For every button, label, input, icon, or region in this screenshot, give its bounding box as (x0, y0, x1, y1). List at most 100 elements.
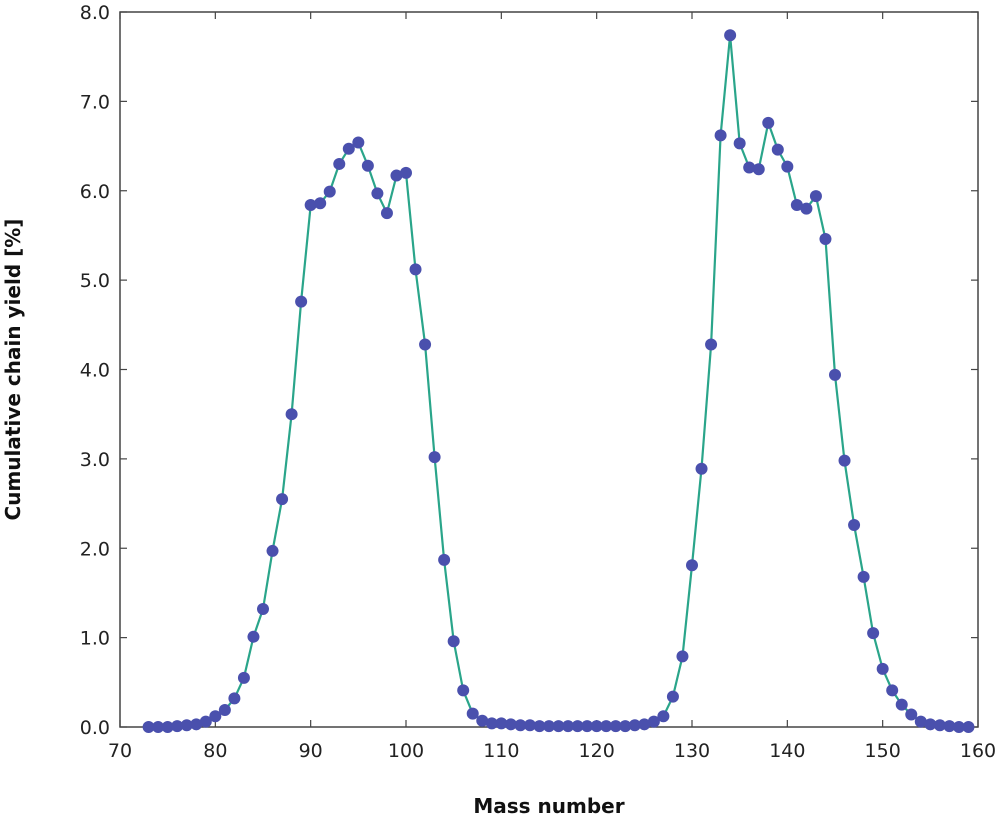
data-point (180, 719, 193, 732)
data-point (571, 720, 584, 733)
data-point (638, 718, 651, 731)
data-point (352, 136, 365, 149)
data-point (590, 720, 603, 733)
data-point (714, 129, 727, 142)
data-point (743, 161, 756, 174)
plot-area: 70 80 90 100 110 120 130 140 150 160 0.0 1.0 2.0 3.0 4… (80, 2, 996, 762)
data-point (686, 559, 698, 572)
data-point (809, 190, 822, 203)
data-point (390, 169, 403, 182)
data-point (924, 718, 937, 731)
data-point (552, 720, 565, 733)
x-axis-title: Mass number (473, 794, 624, 818)
data-point (323, 185, 336, 198)
data-point (466, 707, 479, 720)
data-point (285, 408, 298, 421)
data-point (829, 368, 841, 381)
data-point (876, 662, 889, 675)
data-point (523, 719, 536, 732)
data-point (848, 519, 861, 532)
data-point (838, 454, 851, 467)
data-point (867, 627, 880, 640)
data-point (190, 718, 203, 731)
data-point (295, 295, 308, 308)
data-point (676, 650, 689, 663)
data-point (161, 721, 174, 733)
data-point (857, 570, 870, 583)
data-point (504, 718, 517, 731)
data-point (447, 635, 460, 648)
data-point (371, 187, 384, 200)
data-point (762, 116, 775, 129)
y-axis-title: Cumulative chain yield [%] (1, 219, 25, 521)
data-point (171, 720, 184, 733)
data-point (952, 721, 965, 733)
data-point (657, 710, 670, 723)
x-tick-label: 160 (960, 740, 996, 762)
data-point (543, 720, 555, 733)
data-point (266, 544, 279, 557)
data-point (218, 704, 231, 717)
plot-frame (119, 11, 979, 728)
data-point (895, 698, 908, 711)
data-point (943, 720, 956, 733)
x-tick-label: 90 (299, 740, 323, 762)
y-tick-label: 6.0 (80, 181, 110, 203)
data-point (276, 493, 289, 506)
x-tick-label: 130 (674, 740, 710, 762)
data-point (609, 720, 622, 733)
y-tick-label: 2.0 (80, 538, 110, 560)
data-point (409, 263, 422, 276)
data-point (771, 143, 784, 156)
y-tick-label: 3.0 (80, 449, 110, 471)
data-point (933, 719, 946, 732)
data-point (428, 451, 441, 464)
data-point (628, 719, 641, 732)
data-point (438, 553, 451, 566)
data-point (314, 197, 327, 210)
data-point (905, 708, 918, 721)
data-point (800, 202, 813, 215)
data-point (142, 721, 155, 733)
x-tick-label: 70 (108, 740, 132, 762)
x-tick-label: 80 (203, 740, 227, 762)
x-tick-label: 110 (483, 740, 519, 762)
data-point (476, 714, 489, 727)
y-tick-label: 5.0 (80, 270, 110, 292)
data-point (342, 142, 355, 155)
data-point (581, 720, 594, 733)
data-point (562, 720, 575, 733)
data-point (533, 720, 546, 733)
y-tick-label: 8.0 (80, 2, 110, 24)
data-point (419, 338, 432, 351)
data-point (400, 166, 412, 179)
y-tick-label: 0.0 (80, 717, 110, 739)
data-point (304, 199, 317, 212)
data-point (962, 721, 975, 733)
y-tick-label: 1.0 (80, 628, 110, 650)
data-point (247, 630, 260, 643)
data-point (724, 29, 737, 42)
data-point (485, 717, 498, 730)
x-tick-label: 120 (579, 740, 615, 762)
data-point (495, 717, 508, 730)
y-tick-label: 4.0 (80, 360, 110, 382)
data-point (886, 684, 899, 697)
data-point (514, 719, 527, 732)
data-point (666, 690, 679, 703)
data-point (914, 715, 927, 728)
data-point (152, 721, 165, 733)
data-point (199, 715, 212, 728)
x-tick-label: 140 (769, 740, 805, 762)
data-point (600, 720, 613, 733)
data-point (752, 163, 765, 176)
data-point (647, 715, 660, 728)
data-point (237, 671, 250, 684)
x-tick-label: 100 (388, 740, 424, 762)
data-point (257, 603, 269, 616)
data-point (781, 160, 794, 173)
x-tick-label: 150 (865, 740, 901, 762)
data-point (209, 710, 222, 723)
data-point (819, 233, 832, 246)
